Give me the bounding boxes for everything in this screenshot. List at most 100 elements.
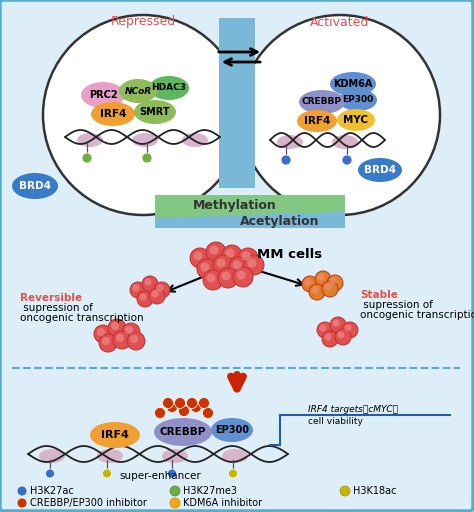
Text: HDAC3: HDAC3 bbox=[152, 83, 186, 93]
Circle shape bbox=[244, 255, 264, 275]
Circle shape bbox=[247, 259, 256, 267]
Text: Methylation: Methylation bbox=[193, 199, 277, 211]
Circle shape bbox=[170, 486, 180, 496]
Circle shape bbox=[233, 261, 241, 269]
Text: KDM6A inhibitor: KDM6A inhibitor bbox=[183, 498, 262, 508]
Ellipse shape bbox=[97, 449, 123, 463]
Ellipse shape bbox=[332, 135, 358, 149]
Ellipse shape bbox=[297, 110, 337, 132]
Ellipse shape bbox=[77, 133, 103, 147]
Ellipse shape bbox=[119, 79, 157, 103]
Text: EP300: EP300 bbox=[342, 96, 374, 104]
Text: PRC2: PRC2 bbox=[89, 90, 117, 100]
Circle shape bbox=[125, 326, 133, 334]
Circle shape bbox=[108, 319, 126, 337]
Circle shape bbox=[156, 284, 164, 292]
Circle shape bbox=[203, 270, 223, 290]
Ellipse shape bbox=[358, 158, 402, 182]
Text: CREBBP/EP300 inhibitor: CREBBP/EP300 inhibitor bbox=[30, 498, 147, 508]
Circle shape bbox=[102, 337, 110, 345]
Text: IRF4 targets（cMYC）: IRF4 targets（cMYC） bbox=[308, 406, 398, 415]
Circle shape bbox=[229, 257, 249, 277]
Text: BRD4: BRD4 bbox=[364, 165, 396, 175]
Circle shape bbox=[149, 288, 165, 304]
Text: cell viability: cell viability bbox=[308, 417, 363, 426]
Text: CREBBP: CREBBP bbox=[160, 427, 206, 437]
Circle shape bbox=[340, 486, 350, 496]
Text: IRF4: IRF4 bbox=[101, 430, 129, 440]
Circle shape bbox=[170, 498, 180, 508]
Circle shape bbox=[213, 255, 233, 275]
Text: H3K27ac: H3K27ac bbox=[30, 486, 74, 496]
Circle shape bbox=[329, 278, 337, 285]
Text: super-enhancer: super-enhancer bbox=[119, 471, 201, 481]
Circle shape bbox=[82, 153, 92, 163]
Ellipse shape bbox=[299, 90, 345, 114]
Text: H3K18ac: H3K18ac bbox=[353, 486, 396, 496]
Circle shape bbox=[202, 408, 213, 418]
Circle shape bbox=[199, 397, 210, 409]
Circle shape bbox=[322, 331, 338, 347]
Circle shape bbox=[318, 273, 325, 281]
Text: H3K27me3: H3K27me3 bbox=[183, 486, 237, 496]
Ellipse shape bbox=[339, 89, 377, 111]
Circle shape bbox=[191, 401, 201, 413]
Circle shape bbox=[190, 248, 210, 268]
Text: KDM6A: KDM6A bbox=[333, 79, 373, 89]
Circle shape bbox=[324, 333, 332, 340]
Text: BRD4: BRD4 bbox=[19, 181, 51, 191]
Circle shape bbox=[167, 469, 176, 478]
Text: Repressed: Repressed bbox=[110, 15, 176, 29]
Polygon shape bbox=[155, 195, 345, 218]
Circle shape bbox=[142, 153, 152, 163]
Circle shape bbox=[304, 279, 311, 286]
Circle shape bbox=[130, 282, 146, 298]
Circle shape bbox=[113, 331, 131, 349]
Circle shape bbox=[335, 329, 351, 345]
Circle shape bbox=[240, 15, 440, 215]
Ellipse shape bbox=[222, 449, 248, 463]
Circle shape bbox=[155, 408, 165, 418]
Circle shape bbox=[309, 284, 325, 300]
Ellipse shape bbox=[154, 418, 212, 446]
Circle shape bbox=[302, 276, 318, 292]
Ellipse shape bbox=[182, 133, 208, 147]
Circle shape bbox=[317, 322, 333, 338]
Circle shape bbox=[210, 245, 219, 254]
Circle shape bbox=[137, 291, 153, 307]
Circle shape bbox=[197, 259, 217, 279]
Circle shape bbox=[130, 335, 138, 343]
Circle shape bbox=[201, 263, 210, 271]
Circle shape bbox=[218, 268, 238, 288]
Circle shape bbox=[315, 271, 331, 287]
FancyBboxPatch shape bbox=[219, 18, 255, 188]
Circle shape bbox=[127, 332, 145, 350]
Circle shape bbox=[111, 322, 119, 330]
Circle shape bbox=[228, 469, 237, 478]
Text: IRF4: IRF4 bbox=[100, 109, 126, 119]
Ellipse shape bbox=[39, 449, 65, 463]
Text: NCoR: NCoR bbox=[125, 87, 152, 96]
Text: oncogenic transcription: oncogenic transcription bbox=[20, 313, 144, 323]
Text: supression of: supression of bbox=[360, 300, 433, 310]
Ellipse shape bbox=[81, 82, 125, 108]
Ellipse shape bbox=[91, 102, 135, 126]
Circle shape bbox=[122, 323, 140, 341]
Circle shape bbox=[345, 325, 352, 332]
Circle shape bbox=[166, 401, 177, 413]
Text: Activated: Activated bbox=[310, 15, 370, 29]
Ellipse shape bbox=[90, 422, 140, 448]
Circle shape bbox=[324, 284, 332, 291]
Circle shape bbox=[132, 284, 140, 292]
Ellipse shape bbox=[211, 418, 253, 442]
Ellipse shape bbox=[277, 135, 303, 149]
Circle shape bbox=[102, 469, 111, 478]
Ellipse shape bbox=[337, 109, 375, 131]
Ellipse shape bbox=[330, 72, 376, 96]
Circle shape bbox=[139, 293, 146, 301]
Ellipse shape bbox=[134, 100, 176, 124]
Circle shape bbox=[145, 279, 152, 286]
Circle shape bbox=[17, 486, 27, 496]
Circle shape bbox=[151, 290, 159, 297]
Circle shape bbox=[330, 317, 346, 333]
